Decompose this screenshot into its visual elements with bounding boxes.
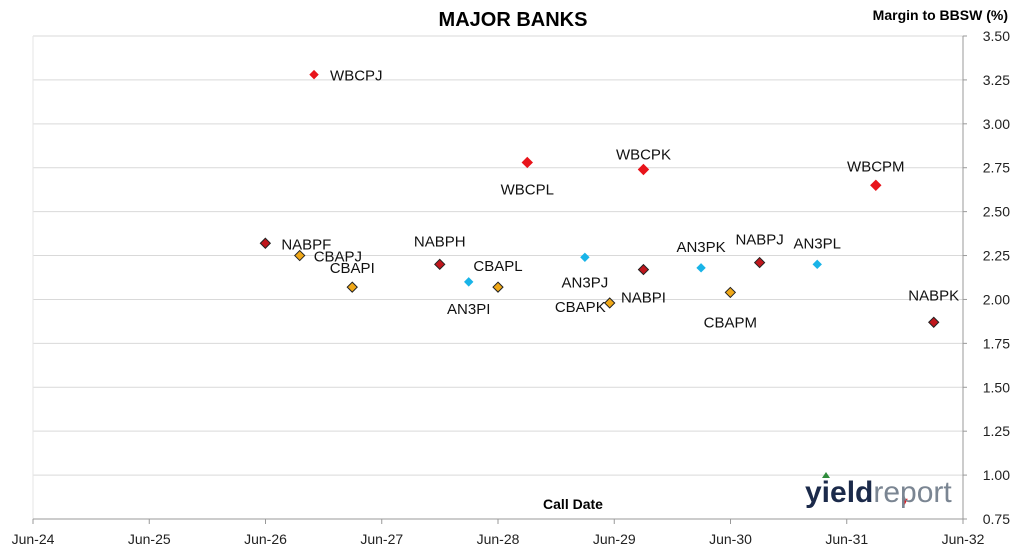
data-point-label: CBAPJ [314,249,362,266]
data-point-label: NABPF [281,236,331,253]
data-point [521,156,533,169]
x-tick-label: Jun-29 [593,531,636,547]
data-point [724,286,737,299]
data-point [259,237,272,249]
data-point [812,259,822,270]
logo-text-yield: yield [805,476,873,509]
data-point-label: WBCPK [616,146,671,163]
grid-lines [33,35,963,520]
data-point [696,263,706,273]
data-point [637,263,650,276]
data-point [580,252,590,263]
marker-triangle [901,498,908,505]
data-point-label: WBCPM [847,158,905,175]
x-tick-label: Jun-24 [12,531,55,547]
y-axis: 0.75 1.00 1.25 1.50 1.75 2.00 2.25 2.50 2.75 3.00… [963,28,1010,527]
y-tick-label: 0.75 [983,511,1010,527]
data-point [434,258,446,271]
x-tick-label: Jun-31 [825,531,868,547]
data-point [309,69,319,80]
data-point-label: CBAPK [555,299,606,316]
x-tick-label: Jun-28 [477,531,520,547]
data-point [604,297,616,309]
x-tick-label: Jun-27 [360,531,403,547]
data-point-label: CBAPI [330,260,375,277]
y-axis-title: Margin to BBSW (%) [873,7,1008,23]
y-tick-label: 3.00 [983,116,1010,132]
svg-text:yieldreport: yieldreport [805,476,952,509]
plot-border [32,36,964,520]
y-tick-label: 2.50 [983,204,1010,220]
chart-title: MAJOR BANKS [439,9,588,31]
data-point [294,249,306,262]
y-tick-label: 1.25 [983,423,1010,439]
y-tick-label: 2.25 [983,248,1010,264]
data-point-label: NABPK [908,287,959,304]
y-tick-label: 2.00 [983,291,1010,307]
y-tick-label: 1.50 [983,379,1010,395]
data-point-label: CBAPM [704,314,757,331]
yieldreport-logo: yieldreport [805,472,952,509]
y-tick-label: 2.75 [983,160,1010,176]
y-tick-label: 1.75 [983,335,1010,351]
data-point [346,281,358,293]
y-tick-label: 1.00 [983,467,1010,483]
x-tick-label: Jun-32 [942,531,985,547]
x-tick-label: Jun-30 [709,531,752,547]
data-point [870,179,882,191]
x-tick-label: Jun-26 [244,531,287,547]
x-axis-title: Call Date [543,496,603,512]
data-point-label: NABPH [414,233,466,250]
data-point-label: WBCPJ [330,68,383,85]
data-point [753,256,766,269]
data-point [928,316,940,328]
data-point-label: AN3PI [447,301,490,318]
data-point [637,163,650,176]
data-point-label: NABPJ [735,232,783,249]
x-axis: Jun-24 Jun-25 Jun-26 Jun-27 Jun-28 Jun-29 Jun-… [12,519,985,547]
data-point-label: WBCPL [501,181,554,198]
data-point-label: AN3PL [793,235,841,252]
data-point [492,281,504,293]
data-point-label: AN3PK [676,239,725,256]
data-point-label: AN3PJ [562,274,609,291]
data-point-label: CBAPL [473,258,522,275]
logo-text-report: report [873,476,952,509]
data-point-label: NABPI [621,290,666,307]
y-tick-label: 3.25 [983,72,1010,88]
data-point [464,277,474,287]
logo-arrow-icon [822,472,830,478]
extra-marks [901,498,908,505]
x-tick-label: Jun-25 [128,531,171,547]
y-tick-label: 3.50 [983,28,1010,44]
